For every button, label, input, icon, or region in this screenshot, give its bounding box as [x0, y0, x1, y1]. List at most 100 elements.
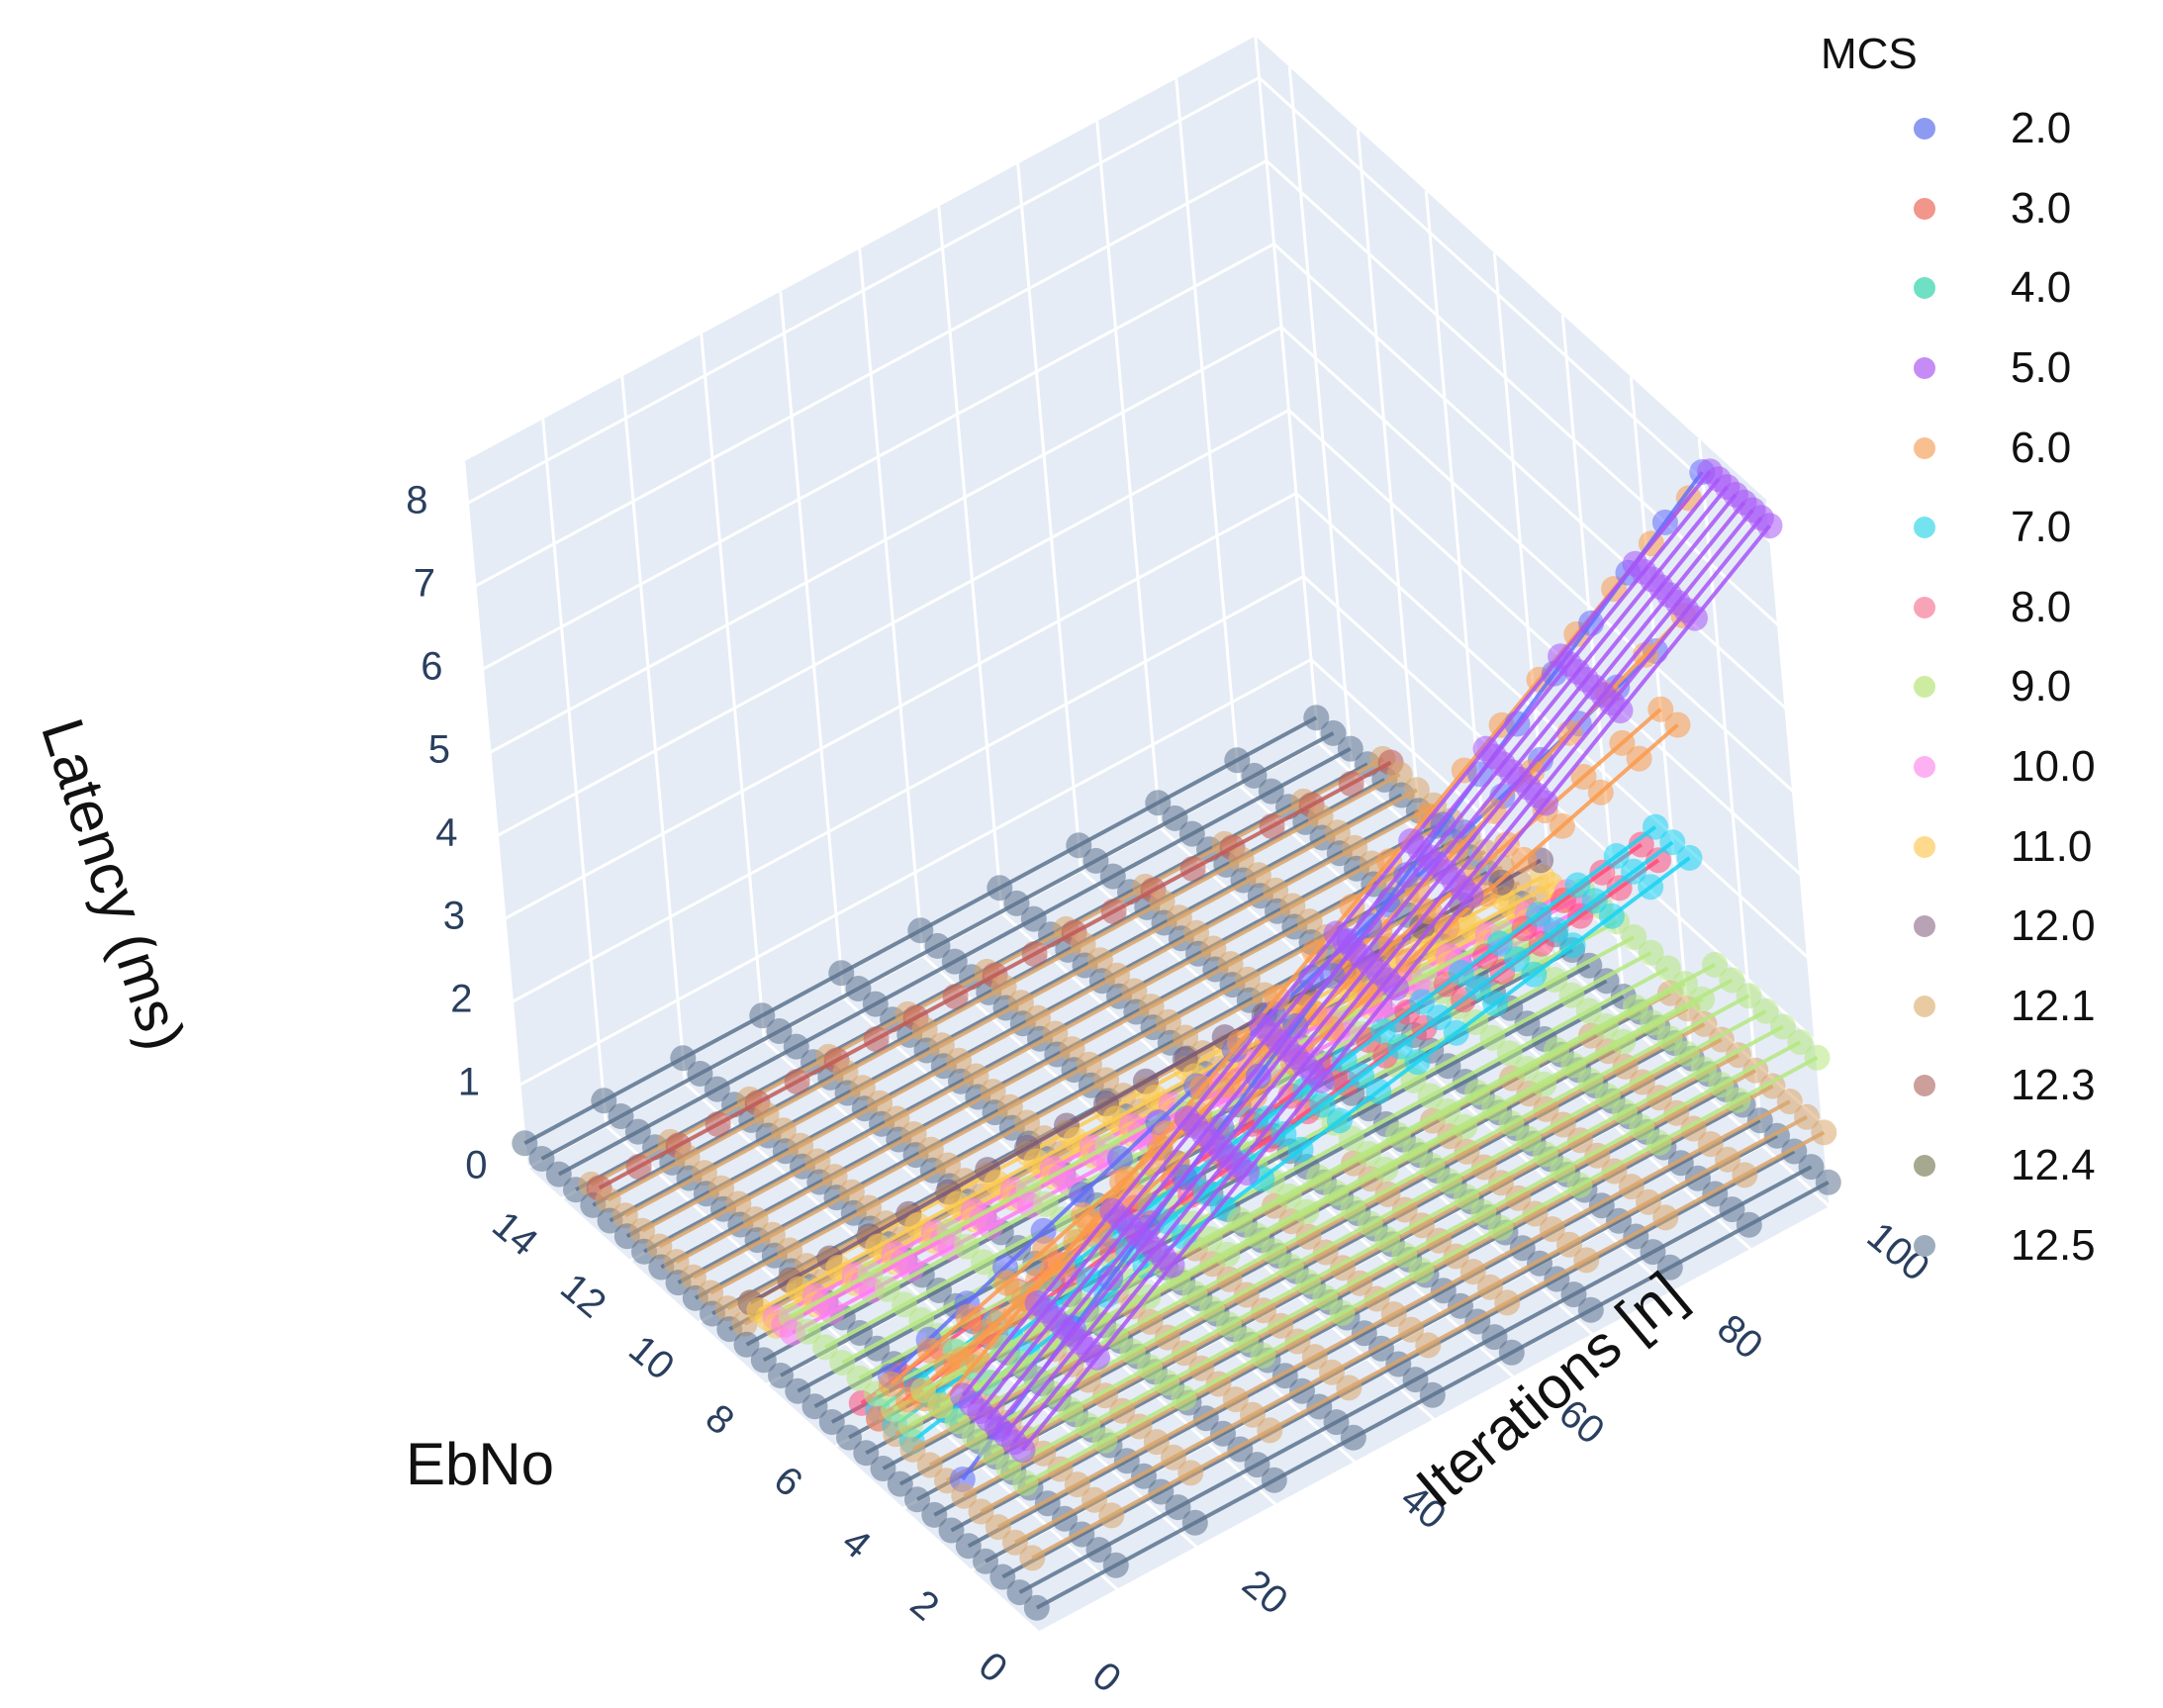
legend-item[interactable]: 11.0: [1821, 807, 2147, 887]
legend-item[interactable]: 12.4: [1821, 1126, 2147, 1206]
data-point: [838, 1179, 865, 1205]
data-point: [1702, 951, 1728, 978]
data-point: [1179, 856, 1206, 882]
data-point: [1448, 960, 1474, 986]
data-point: [924, 932, 951, 959]
data-point: [1607, 698, 1634, 723]
data-point: [611, 1202, 638, 1229]
series-mcs-12.5: [528, 719, 1347, 1172]
legend-item[interactable]: 6.0: [1821, 408, 2147, 488]
data-point: [1270, 1121, 1297, 1147]
data-point: [1515, 1125, 1542, 1152]
data-point: [1464, 975, 1491, 1001]
data-point: [1640, 1239, 1666, 1266]
legend-marker: [1914, 995, 1935, 1017]
data-point: [1454, 1184, 1479, 1210]
legend-title: MCS: [1821, 30, 1918, 78]
data-point: [1577, 1068, 1604, 1094]
y-tick-label: 14: [484, 1203, 545, 1265]
data-point: [770, 1117, 797, 1144]
data-point: [1402, 1137, 1429, 1164]
legend-item[interactable]: 2.0: [1821, 89, 2147, 169]
data-point: [1628, 831, 1654, 858]
data-point: [1636, 1188, 1661, 1215]
series-mcs-12.1: [595, 761, 1413, 1213]
data-point: [989, 1564, 1016, 1590]
data-point: [1222, 1386, 1249, 1413]
legend-item[interactable]: 12.0: [1821, 887, 2147, 967]
data-point: [1086, 947, 1113, 974]
legend-item[interactable]: 7.0: [1821, 488, 2147, 568]
data-point: [1708, 1072, 1735, 1098]
series-mcs-12.5: [1006, 1154, 1825, 1606]
data-point: [907, 917, 934, 944]
gridline: [1279, 326, 1795, 794]
legend-label: 10.0: [2011, 742, 2096, 792]
legend-marker: [1914, 1075, 1935, 1097]
z-tick-label: 7: [414, 562, 435, 606]
data-point: [884, 1105, 910, 1132]
legend-item[interactable]: 5.0: [1821, 329, 2147, 409]
data-point: [878, 1371, 904, 1397]
data-point: [899, 1436, 926, 1463]
data-point: [1320, 719, 1347, 746]
data-point: [1385, 1121, 1411, 1148]
legend-item[interactable]: 10.0: [1821, 727, 2147, 807]
data-point: [1264, 984, 1290, 1010]
z-tick-label: 0: [465, 1144, 487, 1187]
data-point: [1098, 1502, 1125, 1529]
data-point: [1577, 1296, 1604, 1323]
data-point: [1165, 1494, 1191, 1521]
data-point: [1279, 893, 1306, 919]
legend-item[interactable]: 12.3: [1821, 1046, 2147, 1126]
legend-label: 8.0: [2011, 582, 2072, 631]
data-point: [904, 1486, 930, 1513]
data-point: [1106, 1145, 1133, 1172]
data-point: [1804, 1044, 1831, 1071]
data-point: [714, 1295, 741, 1322]
legend-item[interactable]: 4.0: [1821, 248, 2147, 329]
data-point: [1640, 1009, 1666, 1036]
data-point: [1149, 889, 1176, 915]
data-point: [1154, 1370, 1180, 1396]
gridline: [1356, 129, 1423, 836]
data-point: [1324, 819, 1351, 846]
legend-item[interactable]: 12.1: [1821, 967, 2147, 1047]
data-point: [1419, 1381, 1446, 1408]
data-point: [993, 1270, 1020, 1296]
data-point: [1560, 1052, 1587, 1079]
data-point: [759, 1221, 786, 1248]
data-point: [1006, 1579, 1033, 1606]
legend-item[interactable]: 9.0: [1821, 647, 2147, 727]
legend-item[interactable]: 12.5: [1821, 1205, 2147, 1285]
legend-item[interactable]: 3.0: [1821, 169, 2147, 249]
data-point: [941, 948, 968, 975]
data-point: [785, 1377, 811, 1404]
data-point: [955, 1303, 982, 1330]
legend-item[interactable]: 8.0: [1821, 568, 2147, 648]
data-point: [1443, 1019, 1469, 1046]
data-point: [1417, 1083, 1444, 1109]
data-point: [1357, 982, 1383, 1008]
legend-marker: [1914, 596, 1935, 618]
gridline: [1038, 1205, 1832, 1635]
gridline: [541, 419, 608, 1126]
series-mcs-12.5: [1023, 1169, 1841, 1621]
data-point: [1100, 899, 1127, 924]
data-point: [1058, 1396, 1083, 1423]
data-point: [1815, 1169, 1841, 1195]
data-point: [916, 1452, 943, 1478]
data-point: [591, 1088, 617, 1114]
series-mcs-12.1: [985, 1089, 1803, 1541]
data-point: [1119, 1338, 1146, 1365]
data-point: [1626, 745, 1652, 772]
data-point: [1002, 1529, 1028, 1556]
data-point: [1257, 1417, 1283, 1444]
data-point: [1542, 967, 1568, 993]
y-tick-label: 10: [620, 1327, 682, 1388]
data-point: [1301, 1344, 1328, 1371]
y-tick-label: 0: [971, 1644, 1015, 1691]
data-point: [766, 1018, 793, 1044]
data-point: [1481, 1094, 1508, 1121]
data-point: [978, 1213, 1003, 1240]
